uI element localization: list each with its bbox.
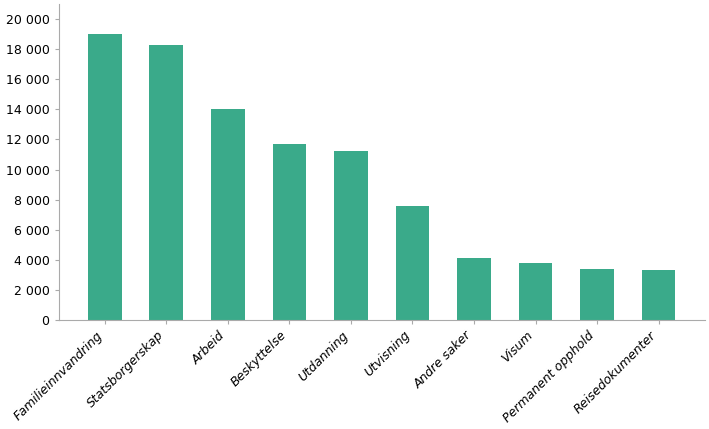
Bar [457,258,491,320]
Bar [211,109,245,320]
Bar [334,151,368,320]
Bar [518,263,552,320]
Bar [150,45,184,320]
Bar [396,205,430,320]
Bar [580,269,614,320]
Bar [272,144,306,320]
Bar [642,270,676,320]
Bar [88,34,122,320]
